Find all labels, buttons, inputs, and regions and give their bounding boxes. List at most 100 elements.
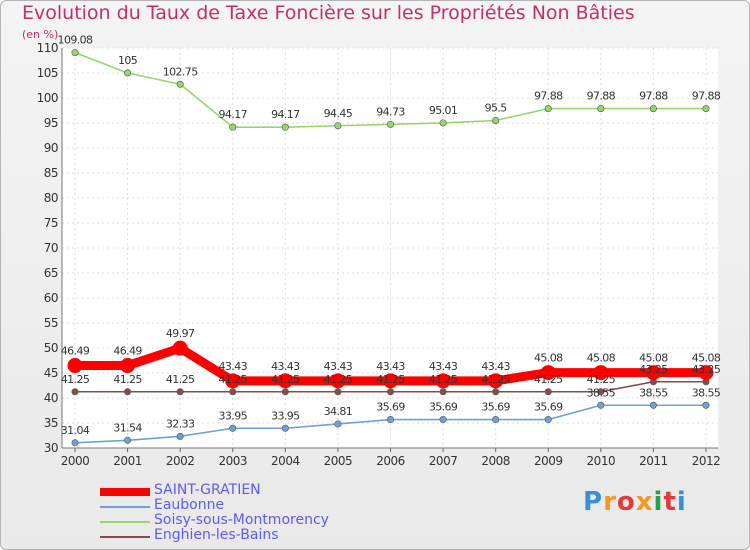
data-point xyxy=(492,117,500,125)
data-point xyxy=(649,401,657,409)
x-tick-label: 2000 xyxy=(61,454,90,468)
x-tick-label: 2008 xyxy=(481,454,510,468)
data-label: 43.25 xyxy=(639,363,668,376)
logo-letter: P xyxy=(583,487,604,517)
data-label: 34.81 xyxy=(324,405,353,418)
legend-label: Enghien-les-Bains xyxy=(154,527,279,543)
data-point xyxy=(383,373,398,389)
data-point xyxy=(334,388,342,396)
logo-letter: o xyxy=(616,487,636,517)
data-label: 43.43 xyxy=(481,360,510,373)
chart-title: Evolution du Taux de Taxe Foncière sur l… xyxy=(22,2,635,24)
data-label: 35.69 xyxy=(481,401,510,414)
legend-label: Eaubonne xyxy=(154,497,225,513)
legend-label: Soisy-sous-Montmorency xyxy=(154,512,329,528)
data-point xyxy=(176,388,184,396)
y-tick-label: 65 xyxy=(44,266,58,280)
data-point xyxy=(334,420,342,428)
y-tick-label: 60 xyxy=(44,291,58,305)
legend-label: SAINT-GRATIEN xyxy=(154,482,261,498)
x-tick-label: 2001 xyxy=(113,454,142,468)
y-tick-label: 110 xyxy=(37,41,58,55)
y-tick-label: 105 xyxy=(37,66,58,80)
x-tick-label: 2010 xyxy=(587,454,616,468)
data-point xyxy=(439,119,447,127)
data-label: 35.69 xyxy=(534,401,563,414)
data-label: 41.25 xyxy=(376,373,405,386)
x-tick-label: 2012 xyxy=(692,454,721,468)
y-tick-label: 50 xyxy=(44,341,58,355)
data-label: 43.43 xyxy=(219,360,248,373)
y-tick-label: 55 xyxy=(44,316,58,330)
legend-item-enghien-les-bains: Enghien-les-Bains xyxy=(100,527,340,545)
data-label: 41.25 xyxy=(481,373,510,386)
data-point xyxy=(702,105,710,113)
data-point xyxy=(277,373,293,389)
data-label: 45.08 xyxy=(692,352,721,365)
y-tick-label: 70 xyxy=(44,241,58,255)
data-label: 45.08 xyxy=(639,352,668,365)
x-tick-label: 2002 xyxy=(166,454,195,468)
x-tick-label: 2011 xyxy=(639,454,668,468)
data-label: 97.88 xyxy=(639,90,668,103)
data-point xyxy=(124,436,132,444)
data-label: 33.95 xyxy=(219,409,248,422)
data-point xyxy=(386,388,394,396)
y-tick-label: 85 xyxy=(44,166,58,180)
data-point xyxy=(172,340,188,356)
data-point xyxy=(229,123,237,131)
x-tick-label: 2006 xyxy=(376,454,405,468)
logo-letter: x xyxy=(635,487,654,517)
data-point xyxy=(71,439,79,447)
data-label: 43.25 xyxy=(692,363,721,376)
data-label: 32.33 xyxy=(166,417,195,430)
data-point xyxy=(645,365,661,381)
y-tick-label: 35 xyxy=(44,416,58,430)
y-tick-label: 75 xyxy=(44,216,58,230)
legend-swatch xyxy=(100,506,150,508)
data-point xyxy=(439,416,447,424)
data-point xyxy=(544,105,552,113)
data-point xyxy=(330,373,346,389)
data-label: 43.43 xyxy=(271,360,300,373)
data-point xyxy=(597,401,605,409)
proxiti-logo: Proxiti xyxy=(583,487,687,517)
logo-letter: i xyxy=(653,487,664,517)
data-point xyxy=(71,388,79,396)
data-label: 35.69 xyxy=(429,401,458,414)
data-point xyxy=(597,105,605,113)
y-unit-label: (en %) xyxy=(22,28,59,41)
data-point xyxy=(702,401,710,409)
data-label: 45.08 xyxy=(587,352,616,365)
data-point xyxy=(488,373,504,389)
y-tick-label: 45 xyxy=(44,366,58,380)
data-point xyxy=(544,388,552,396)
data-point xyxy=(281,123,289,131)
data-label: 94.17 xyxy=(271,108,300,121)
y-tick-label: 100 xyxy=(37,91,58,105)
legend-swatch xyxy=(100,521,150,523)
data-label: 95.5 xyxy=(485,102,508,115)
x-tick-label: 2003 xyxy=(218,454,247,468)
legend-swatch xyxy=(100,536,150,538)
data-label: 38.55 xyxy=(639,386,668,399)
logo-letter: t xyxy=(663,487,677,517)
data-label: 41.25 xyxy=(271,373,300,386)
data-label: 41.25 xyxy=(429,373,458,386)
data-label: 94.73 xyxy=(376,105,405,118)
data-point xyxy=(124,69,132,77)
data-point xyxy=(439,388,447,396)
y-tick-label: 95 xyxy=(44,116,58,130)
data-label: 41.25 xyxy=(61,373,90,386)
data-label: 31.54 xyxy=(113,421,142,434)
data-point xyxy=(386,120,394,128)
data-point xyxy=(71,49,79,57)
data-point xyxy=(386,416,394,424)
data-label: 46.49 xyxy=(113,345,142,358)
data-label: 43.43 xyxy=(429,360,458,373)
data-point xyxy=(544,416,552,424)
data-point xyxy=(225,373,241,389)
data-point xyxy=(229,424,237,432)
data-label: 49.97 xyxy=(166,327,195,340)
